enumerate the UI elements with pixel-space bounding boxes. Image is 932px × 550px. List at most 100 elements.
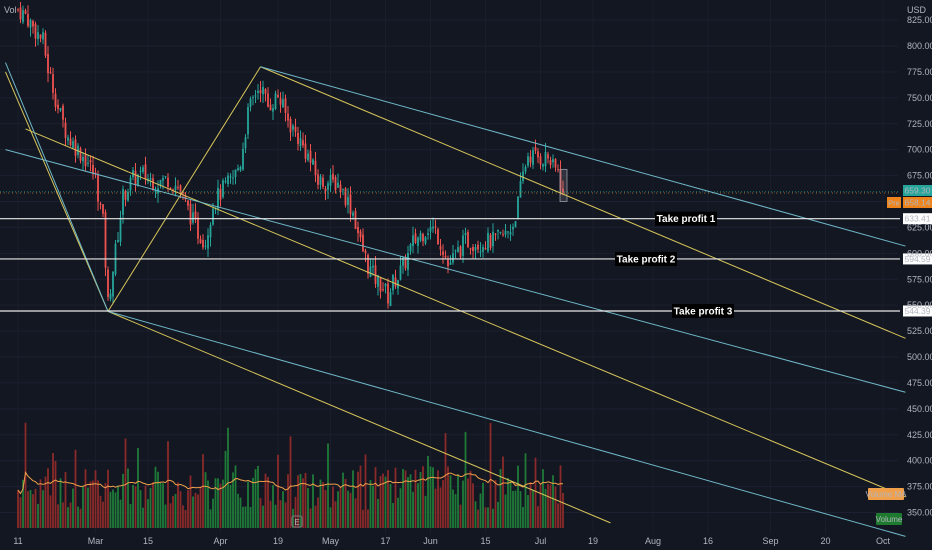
candle-body (29, 19, 32, 28)
volume-bar (42, 490, 44, 528)
candle-body (177, 187, 179, 189)
volume-bar (434, 488, 437, 528)
volume-bar (254, 469, 257, 528)
candle-body (359, 231, 362, 238)
price-tick-label: 825.00 (907, 15, 932, 25)
volume-bar (297, 475, 299, 528)
volume-bar (62, 502, 64, 528)
volume-bar (359, 465, 362, 528)
volume-bar (49, 495, 52, 528)
volume-bar (424, 495, 427, 528)
candle-body (452, 253, 454, 263)
volume-bar (524, 453, 527, 528)
volume-bar (249, 507, 252, 528)
candle-body (119, 217, 122, 242)
volume-bar (182, 505, 184, 528)
candle-body (487, 232, 489, 252)
volume-bar (507, 477, 509, 528)
volume-bar (449, 475, 452, 528)
volume-bar (207, 480, 209, 528)
candle-body (232, 177, 234, 179)
volume-bar (499, 468, 502, 528)
candle-body (529, 156, 532, 163)
volume-bar (479, 493, 482, 528)
volume-bar (444, 433, 447, 528)
volume-bar (279, 500, 282, 528)
candle-body (39, 34, 42, 39)
candle-body (189, 203, 192, 225)
volume-bar (472, 483, 474, 528)
candle-body (514, 221, 517, 228)
candle-body (512, 226, 514, 230)
price-tick-label: 475.00 (907, 378, 932, 388)
candle-body (537, 151, 539, 158)
price-tick-label: 575.00 (907, 274, 932, 284)
volume-bar (237, 493, 239, 528)
candle-body (117, 239, 119, 243)
volume-bar (79, 508, 82, 528)
candle-body (57, 104, 59, 110)
volume-bar (137, 448, 139, 528)
volume-bar (367, 509, 369, 528)
trend-line (5, 71, 109, 312)
take-profit-label: Take profit 1 (657, 214, 716, 225)
volume-bar (114, 492, 117, 528)
candle-body (84, 154, 87, 167)
volume-bar (327, 443, 329, 528)
candle-body (169, 187, 172, 189)
candle-body (367, 254, 369, 274)
volume-bar (107, 469, 109, 528)
volume-bar (364, 454, 367, 528)
price-tick-label: 750.00 (907, 93, 932, 103)
take-profit-label: Take profit 3 (674, 306, 733, 317)
price-tick-label: 775.00 (907, 67, 932, 77)
trend-line (5, 62, 109, 312)
volume-bar (309, 508, 312, 528)
time-tick-label: May (322, 536, 340, 546)
price-tick-label: 500.00 (907, 352, 932, 362)
volume-bar (77, 506, 79, 528)
time-axis: 11 Mar 15 Apr 19 May 17 Jun 15 Jul 19 Aug 16 Sep 20 Oct (13, 536, 890, 546)
candle-body (62, 105, 64, 120)
volume-bar (194, 492, 197, 528)
volume-bar (489, 422, 492, 528)
candle-body (164, 176, 167, 178)
take-profit-price-tag (903, 253, 932, 265)
volume-bar (294, 496, 297, 528)
candle-body (237, 168, 239, 171)
candle-body (474, 247, 477, 251)
volume-bar (397, 497, 399, 528)
volume-ma-label: Volume MA (866, 490, 908, 499)
candle-body (64, 122, 67, 138)
volume-bar (69, 502, 72, 528)
volume-bar (57, 504, 59, 528)
volume-bar (557, 503, 559, 528)
candle-body (219, 189, 222, 200)
candle-body (142, 167, 144, 172)
volume-bar (307, 488, 309, 528)
volume-bar (177, 482, 179, 528)
volume-ma-tag: Volume MA (866, 488, 908, 500)
volume-bar (559, 465, 562, 528)
candle-body (127, 191, 129, 201)
volume-bar (337, 491, 339, 528)
volume-bar (409, 474, 412, 528)
price-tick-label: 550.00 (907, 300, 932, 310)
volume-bar (349, 492, 352, 528)
candle-body (194, 211, 197, 220)
candle-body (294, 126, 297, 132)
volume-bar (492, 508, 494, 528)
volume-bar (469, 470, 472, 528)
volume-bar (179, 491, 182, 528)
volume-bar (437, 470, 439, 528)
candle-body (459, 246, 462, 257)
candle-body (22, 10, 24, 22)
candle-body (412, 235, 414, 246)
volume-ma-line (17, 471, 564, 495)
volume-bar (329, 507, 332, 528)
candle-body (49, 72, 52, 74)
volume-bar (244, 506, 247, 528)
candle-body (32, 21, 34, 27)
candle-body (442, 251, 444, 256)
